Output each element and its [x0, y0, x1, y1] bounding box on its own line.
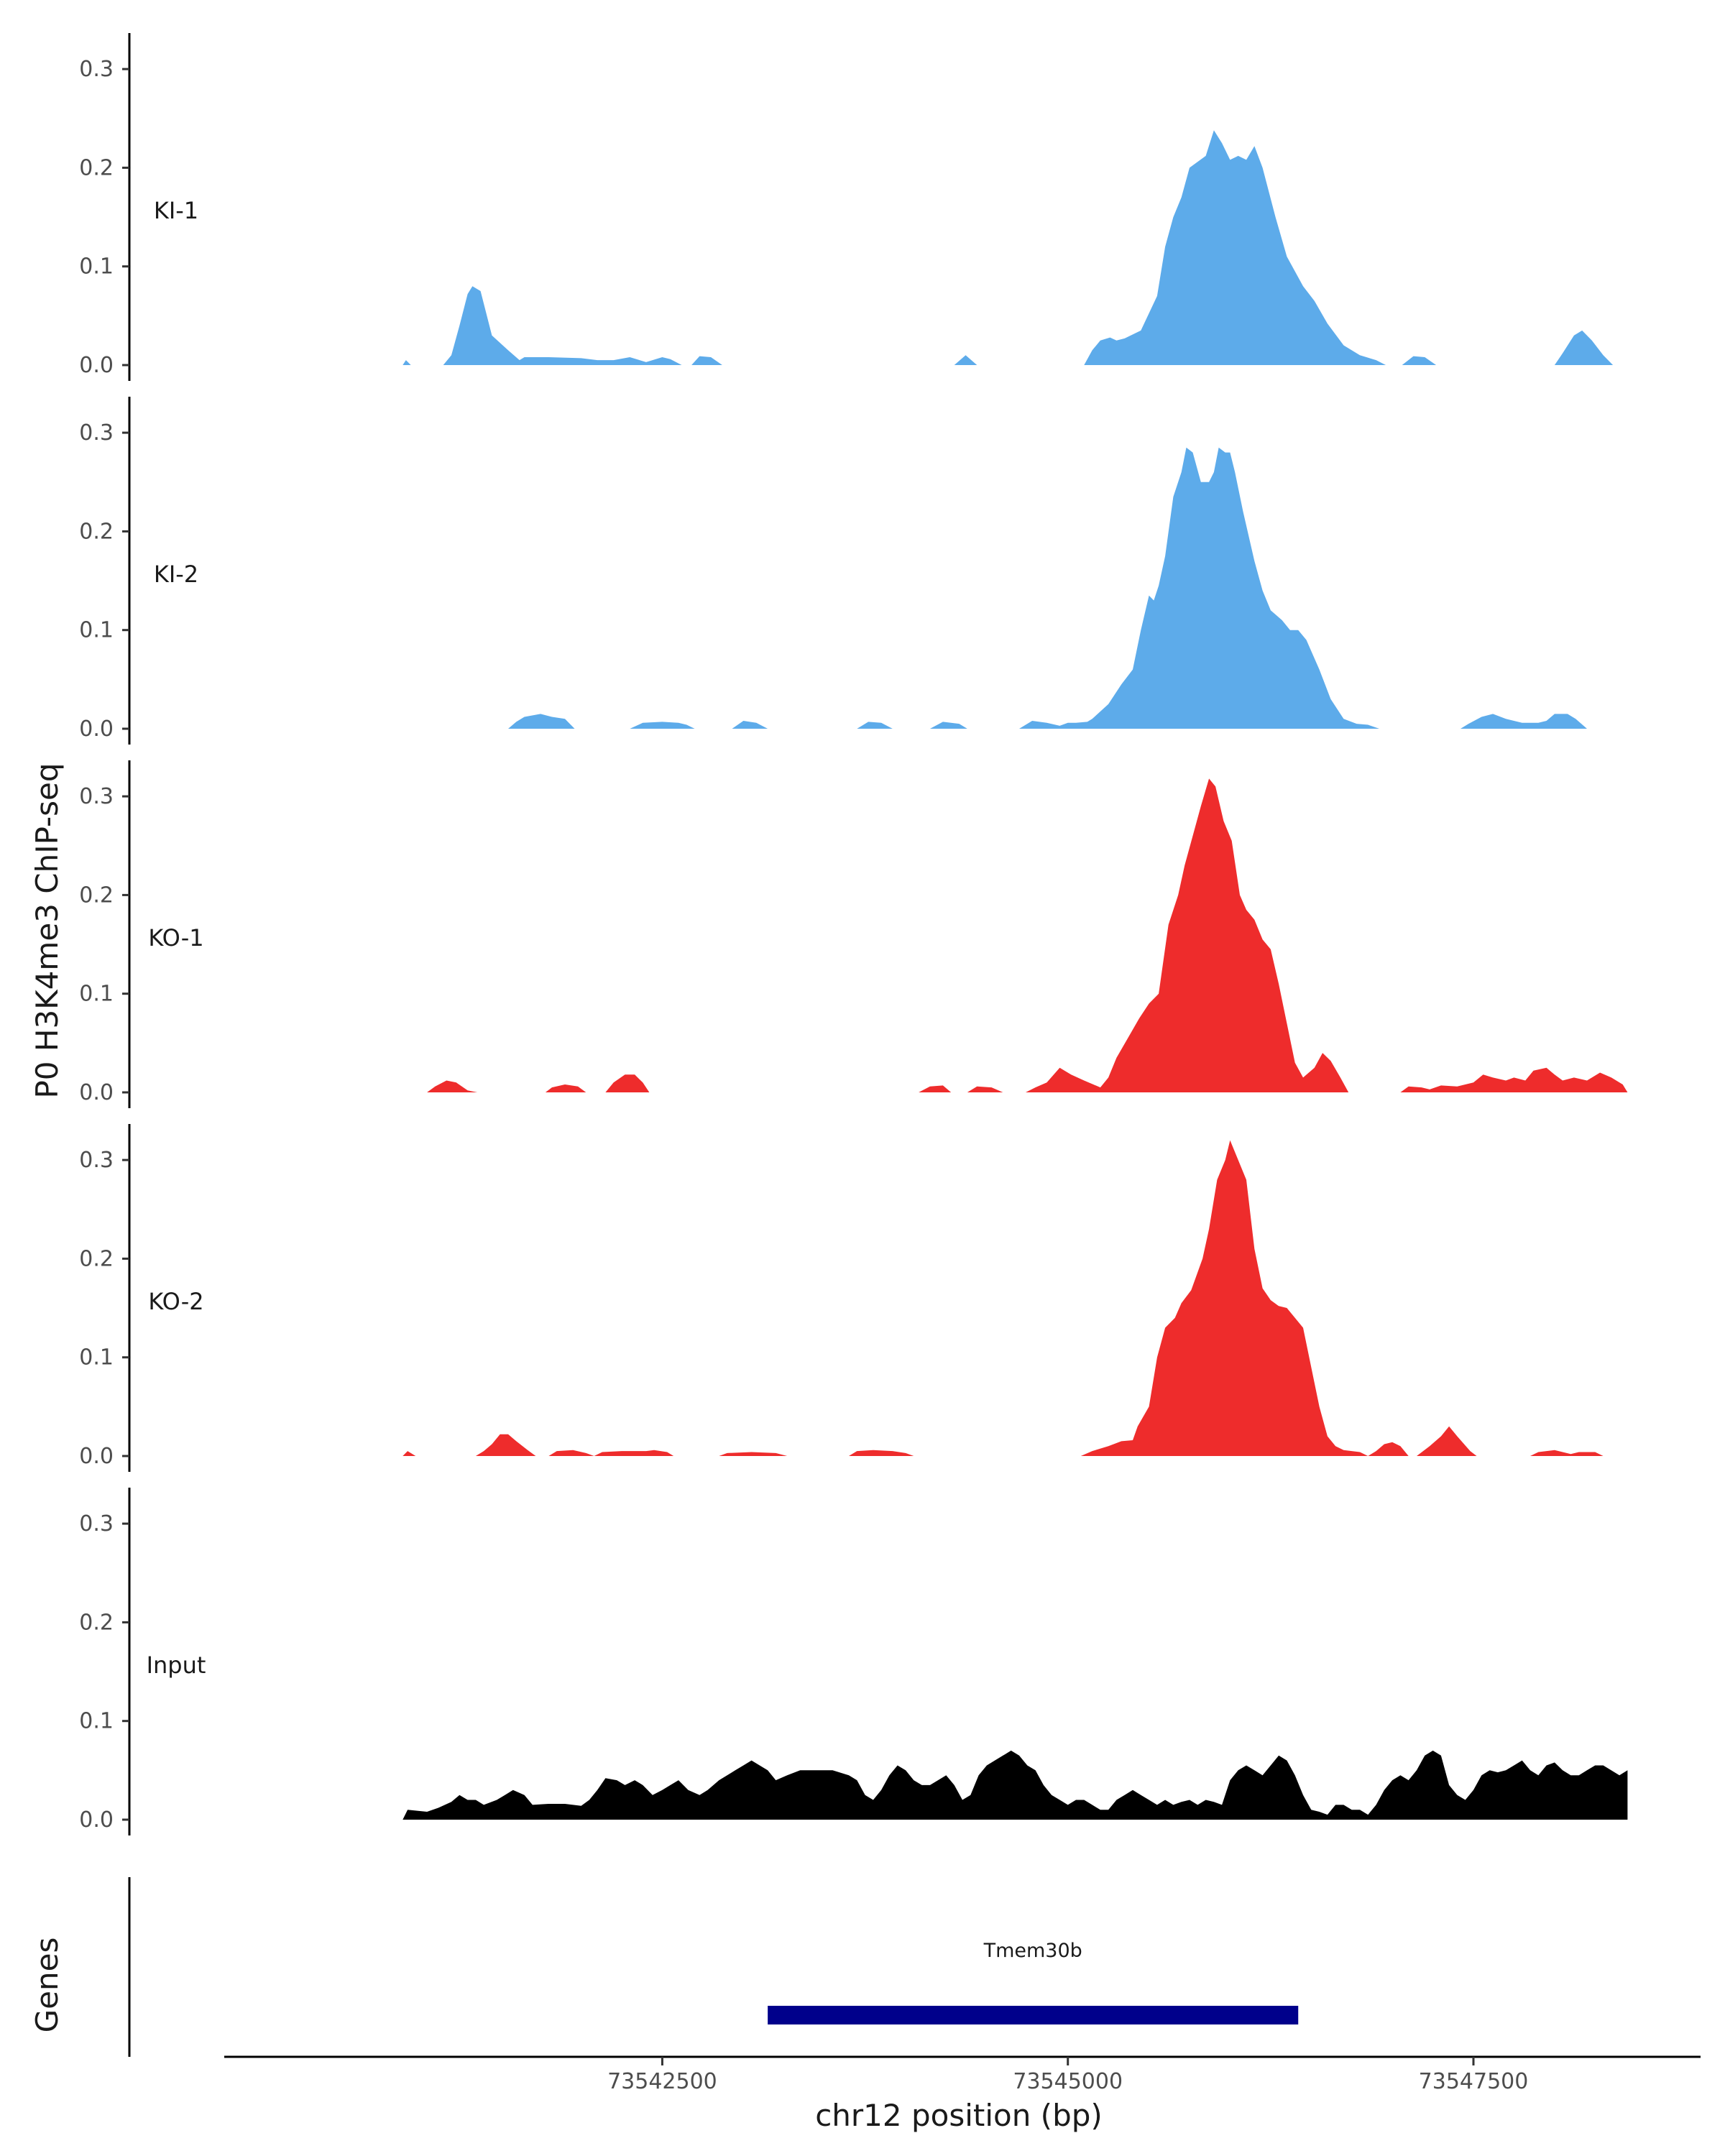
y-tick-label: 0.3 [79, 1511, 114, 1537]
y-tick-label: 0.0 [79, 717, 114, 742]
y-tick-label: 0.0 [79, 1807, 114, 1833]
y-tick-label: 0.2 [79, 519, 114, 544]
track-ko-1: 0.0 0.1 0.2 0.3 KO-1 [79, 760, 1628, 1108]
genes-track-label: Genes [29, 1938, 65, 2033]
y-tick-label: 0.1 [79, 618, 114, 643]
x-axis: 73542500 73545000 73547500 [224, 2055, 1701, 2094]
y-tick-label: 0.3 [79, 784, 114, 809]
y-tick-label: 0.2 [79, 883, 114, 908]
track-label: KI-1 [154, 197, 198, 224]
track-ki-2: 0.0 0.1 0.2 0.3 KI-2 [79, 397, 1685, 745]
y-tick-label: 0.2 [79, 1246, 114, 1271]
x-tick-label: 73545000 [1013, 2069, 1123, 2094]
y-tick-label: 0.0 [79, 353, 114, 378]
track-label: KO-2 [148, 1288, 203, 1315]
y-tick-label: 0.0 [79, 1080, 114, 1105]
track-input: 0.0 0.1 0.2 0.3 Input [79, 1488, 1628, 1835]
signal-area-input [402, 1750, 1628, 1820]
track-ki-1: 0.0 0.1 0.2 0.3 KI-1 [79, 33, 1685, 381]
y-tick-label: 0.1 [79, 1345, 114, 1370]
y-tick-label: 0.1 [79, 254, 114, 280]
y-tick-label: 0.1 [79, 982, 114, 1007]
x-tick-label: 73547500 [1419, 2069, 1529, 2094]
y-tick-label: 0.2 [79, 1610, 114, 1635]
track-label: KI-2 [154, 561, 198, 588]
y-axis-title: P0 H3K4me3 ChIP-seq [29, 763, 65, 1098]
y-tick-label: 0.3 [79, 420, 114, 446]
gene-body [768, 2006, 1299, 2024]
track-label: Input [147, 1651, 206, 1679]
y-tick-label: 0.0 [79, 1444, 114, 1469]
tracks-layer: 0.00.10.20.3KI-10.00.10.20.3KI-20.00.10.… [79, 33, 1685, 1835]
track-ko-2: 0.0 0.1 0.2 0.3 KO-2 [79, 1124, 1685, 1472]
genes-track: Genes Tmem30b [29, 1877, 1299, 2057]
track-label: KO-1 [148, 924, 203, 952]
x-axis-title: chr12 position (bp) [815, 2098, 1103, 2133]
y-tick-label: 0.3 [79, 57, 114, 82]
y-tick-label: 0.1 [79, 1709, 114, 1734]
gene-label: Tmem30b [983, 1940, 1082, 1962]
y-tick-label: 0.3 [79, 1148, 114, 1173]
y-tick-label: 0.2 [79, 155, 114, 180]
x-tick-label: 73542500 [607, 2069, 717, 2094]
